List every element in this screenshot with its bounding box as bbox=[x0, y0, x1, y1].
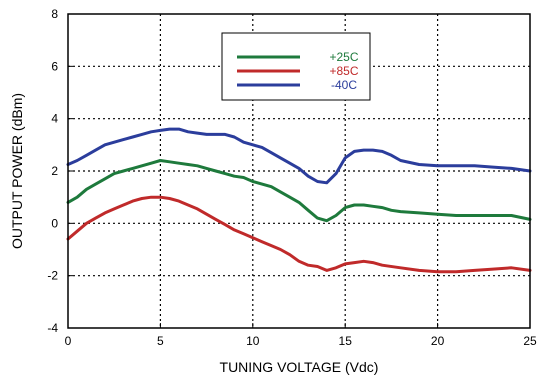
y-tick-label: 2 bbox=[51, 164, 58, 178]
legend-label: +25C bbox=[329, 50, 358, 64]
legend-label: +85C bbox=[329, 64, 358, 78]
y-tick-label: 4 bbox=[51, 112, 58, 126]
legend-label: -40C bbox=[331, 78, 357, 92]
y-tick-label: 6 bbox=[51, 59, 58, 73]
y-tick-label: 8 bbox=[51, 7, 58, 21]
y-axis-title: OUTPUT POWER (dBm) bbox=[9, 93, 25, 249]
series-line-85c bbox=[66, 195, 532, 274]
legend-box bbox=[221, 32, 371, 101]
series-line-40c bbox=[66, 127, 532, 185]
y-tick-label: -4 bbox=[47, 321, 58, 335]
x-tick-label: 15 bbox=[339, 334, 353, 348]
y-tick-label: -2 bbox=[47, 269, 58, 283]
x-tick-label: 25 bbox=[523, 334, 537, 348]
y-tick-label: 0 bbox=[51, 216, 58, 230]
x-tick-label: 0 bbox=[65, 334, 72, 348]
x-tick-label: 5 bbox=[157, 334, 164, 348]
series-line-25c bbox=[66, 159, 532, 223]
legend: +25C+85C-40C bbox=[221, 32, 371, 101]
x-axis-title: TUNING VOLTAGE (Vdc) bbox=[220, 359, 379, 375]
x-tick-label: 10 bbox=[246, 334, 260, 348]
x-tick-label: 20 bbox=[431, 334, 445, 348]
series-lines bbox=[66, 127, 532, 274]
axis-ticks: 0 5 10 15 20 25 -4 -2 0 2 4 6 8 bbox=[47, 7, 537, 348]
